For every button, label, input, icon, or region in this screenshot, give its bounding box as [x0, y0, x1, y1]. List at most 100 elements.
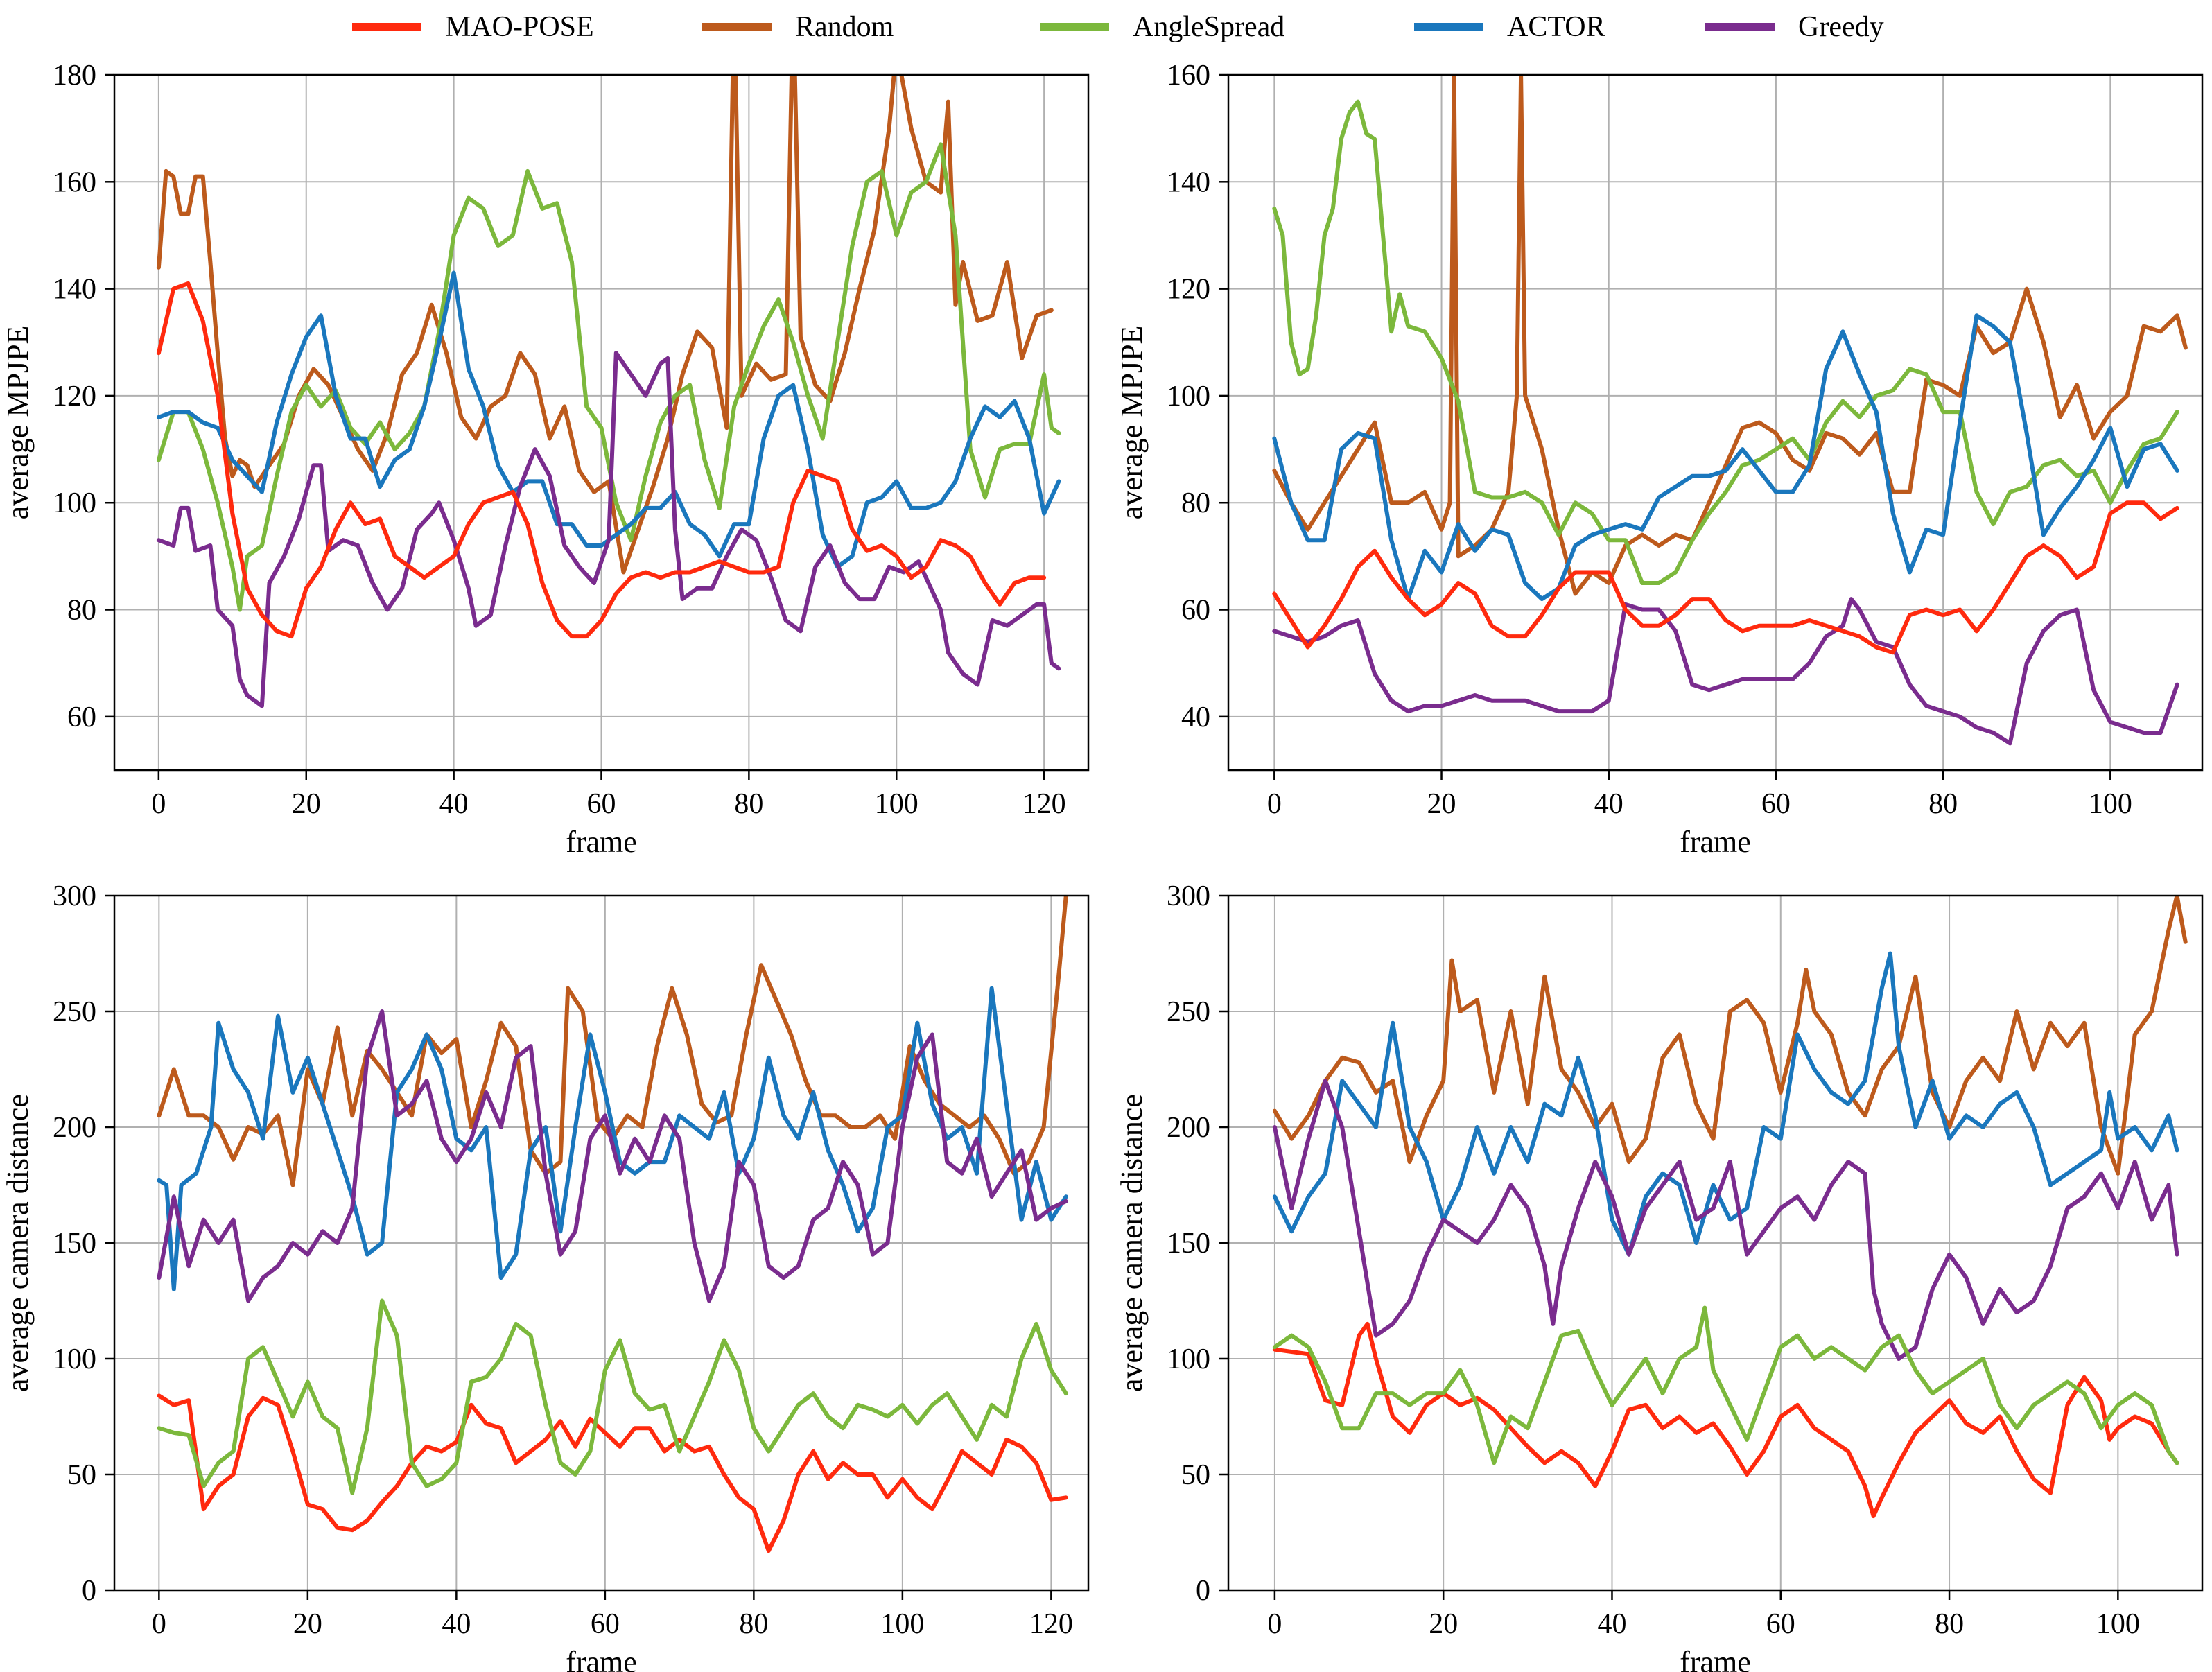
x-tick-label: 40: [442, 1608, 471, 1640]
x-axis-label: frame: [1680, 825, 1751, 859]
series-line-greedy: [1272, 1079, 2179, 1361]
series-line-random: [1272, 75, 2188, 596]
legend-label-greedy: Greedy: [1798, 11, 1884, 43]
legend: MAO-POSE Random AngleSpread ACTOR Greedy: [0, 0, 2212, 55]
plot-frame: [1227, 73, 2204, 772]
x-tick-label: 20: [1427, 788, 1456, 820]
y-tick-label: 200: [53, 1112, 96, 1144]
series-line-anglespread: [157, 1298, 1068, 1495]
series-line-actor: [1272, 951, 2179, 1257]
y-axis-label: average camera distance: [1, 1094, 35, 1392]
legend-item-actor: ACTOR: [1414, 10, 1605, 44]
y-tick-label: 100: [53, 487, 96, 519]
x-tick-label: 40: [1594, 788, 1623, 820]
legend-swatch-actor: [1414, 23, 1483, 31]
series-line-greedy: [157, 1009, 1068, 1303]
x-tick-label: 120: [1022, 788, 1066, 820]
legend-swatch-random: [702, 23, 772, 31]
y-tick-label: 120: [53, 381, 96, 412]
y-tick-label: 100: [53, 1343, 96, 1375]
y-tick-label: 60: [1181, 595, 1210, 627]
series-line-greedy: [156, 351, 1061, 708]
x-tick-label: 60: [587, 788, 616, 820]
series-line-mao-pose: [156, 281, 1047, 639]
x-tick-label: 0: [1267, 1608, 1282, 1640]
y-tick-label: 140: [1167, 166, 1210, 198]
chart-panel-1: 0 20 40 60 80 100 120 60 80 100 120 140 160 180 frame a…: [1, 60, 1090, 859]
y-tick-label: 50: [67, 1459, 96, 1491]
x-axis-label: frame: [1680, 1645, 1751, 1672]
y-tick-label: 250: [1167, 996, 1210, 1028]
y-tick-label: 40: [1181, 702, 1210, 733]
legend-item-anglespread: AngleSpread: [1040, 10, 1284, 44]
series-line-mao-pose: [1272, 1321, 2179, 1519]
y-tick-label: 300: [53, 880, 96, 912]
y-tick-label: 200: [1167, 1112, 1210, 1144]
legend-label-random: Random: [795, 11, 894, 43]
x-tick-label: 20: [293, 1608, 322, 1640]
x-tick-label: 20: [292, 788, 321, 820]
y-tick-label: 0: [1196, 1575, 1210, 1607]
series-group: [156, 75, 1061, 708]
legend-item-random: Random: [702, 10, 894, 44]
y-tick-label: 150: [1167, 1228, 1210, 1260]
x-tick-label: 40: [1597, 1608, 1626, 1640]
series-group: [157, 896, 1068, 1553]
y-axis-label: average MPJPE: [1115, 326, 1149, 520]
x-tick-label: 100: [2089, 788, 2132, 820]
y-tick-label: 80: [1181, 487, 1210, 519]
y-tick-label: 140: [53, 274, 96, 306]
series-line-anglespread: [1272, 99, 2179, 585]
series-line-anglespread: [1272, 1305, 2179, 1465]
x-axis-label: frame: [566, 1645, 637, 1672]
legend-swatch-greedy: [1705, 23, 1775, 31]
legend-label-anglespread: AngleSpread: [1133, 11, 1285, 43]
y-tick-label: 50: [1181, 1459, 1210, 1491]
y-axis-label: average camera distance: [1115, 1094, 1149, 1392]
legend-label-actor: ACTOR: [1507, 11, 1605, 43]
x-tick-label: 120: [1029, 1608, 1073, 1640]
legend-item-greedy: Greedy: [1705, 10, 1884, 44]
y-tick-label: 160: [1167, 60, 1210, 92]
legend-swatch-mao-pose: [352, 23, 421, 31]
x-tick-label: 60: [1766, 1608, 1795, 1640]
x-tick-label: 80: [1935, 1608, 1964, 1640]
y-tick-label: 60: [67, 702, 96, 733]
y-axis-label: average MPJPE: [1, 326, 35, 520]
x-tick-label: 80: [734, 788, 763, 820]
series-line-actor: [157, 986, 1068, 1291]
x-tick-label: 0: [152, 1608, 166, 1640]
y-tick-label: 100: [1167, 1343, 1210, 1375]
series-line-anglespread: [156, 142, 1061, 612]
series-line-mao-pose: [1272, 500, 2179, 655]
y-tick-label: 250: [53, 996, 96, 1028]
chart-panel-2: 0 20 40 60 80 100 40 60 80 100 120 140 160 frame avera…: [1115, 60, 2204, 859]
series-line-random: [156, 75, 1054, 575]
series-group: [1272, 896, 2188, 1519]
x-tick-label: 100: [880, 1608, 924, 1640]
y-tick-label: 100: [1167, 381, 1210, 412]
x-tick-label: 20: [1429, 1608, 1458, 1640]
x-tick-label: 100: [2096, 1608, 2140, 1640]
chart-panel-3: 0 20 40 60 80 100 120 0 50 100 150 200 250 300 frame av…: [1, 880, 1090, 1672]
x-tick-label: 100: [875, 788, 918, 820]
x-tick-label: 60: [1761, 788, 1791, 820]
legend-label-mao-pose: MAO-POSE: [445, 11, 594, 43]
series-line-mao-pose: [157, 1393, 1068, 1553]
y-tick-label: 180: [53, 60, 96, 92]
x-tick-label: 80: [1928, 788, 1958, 820]
series-line-random: [1272, 896, 2188, 1176]
series-line-greedy: [1272, 597, 2179, 746]
x-axis-label: frame: [566, 825, 637, 859]
y-tick-label: 0: [82, 1575, 96, 1607]
y-tick-label: 160: [53, 166, 96, 198]
legend-swatch-anglespread: [1040, 23, 1109, 31]
series-line-actor: [1272, 313, 2179, 602]
y-tick-label: 300: [1167, 880, 1210, 912]
y-tick-label: 150: [53, 1228, 96, 1260]
x-tick-label: 0: [151, 788, 166, 820]
series-group: [1272, 75, 2188, 746]
x-tick-label: 60: [591, 1608, 620, 1640]
x-tick-label: 80: [739, 1608, 768, 1640]
